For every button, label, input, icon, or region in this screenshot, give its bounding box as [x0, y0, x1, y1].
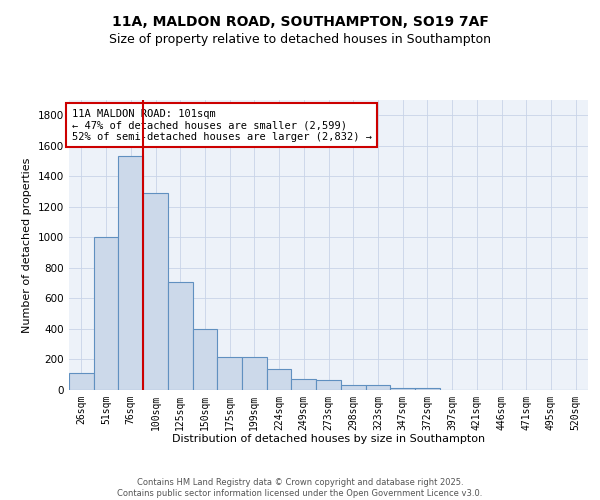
Bar	[69, 373, 94, 390]
Bar	[267, 370, 292, 390]
Bar	[415, 388, 440, 390]
Bar	[365, 386, 390, 390]
Bar	[168, 282, 193, 390]
Bar	[292, 378, 316, 390]
Bar	[143, 193, 168, 390]
Bar	[316, 380, 341, 390]
Bar	[217, 357, 242, 390]
Bar	[242, 357, 267, 390]
Bar	[94, 238, 118, 390]
Bar	[390, 388, 415, 390]
Text: 11A MALDON ROAD: 101sqm
← 47% of detached houses are smaller (2,599)
52% of semi: 11A MALDON ROAD: 101sqm ← 47% of detache…	[71, 108, 371, 142]
Text: 11A, MALDON ROAD, SOUTHAMPTON, SO19 7AF: 11A, MALDON ROAD, SOUTHAMPTON, SO19 7AF	[112, 16, 488, 30]
Bar	[193, 329, 217, 390]
Bar	[118, 156, 143, 390]
X-axis label: Distribution of detached houses by size in Southampton: Distribution of detached houses by size …	[172, 434, 485, 444]
Text: Size of property relative to detached houses in Southampton: Size of property relative to detached ho…	[109, 34, 491, 46]
Y-axis label: Number of detached properties: Number of detached properties	[22, 158, 32, 332]
Text: Contains HM Land Registry data © Crown copyright and database right 2025.
Contai: Contains HM Land Registry data © Crown c…	[118, 478, 482, 498]
Bar	[341, 384, 365, 390]
